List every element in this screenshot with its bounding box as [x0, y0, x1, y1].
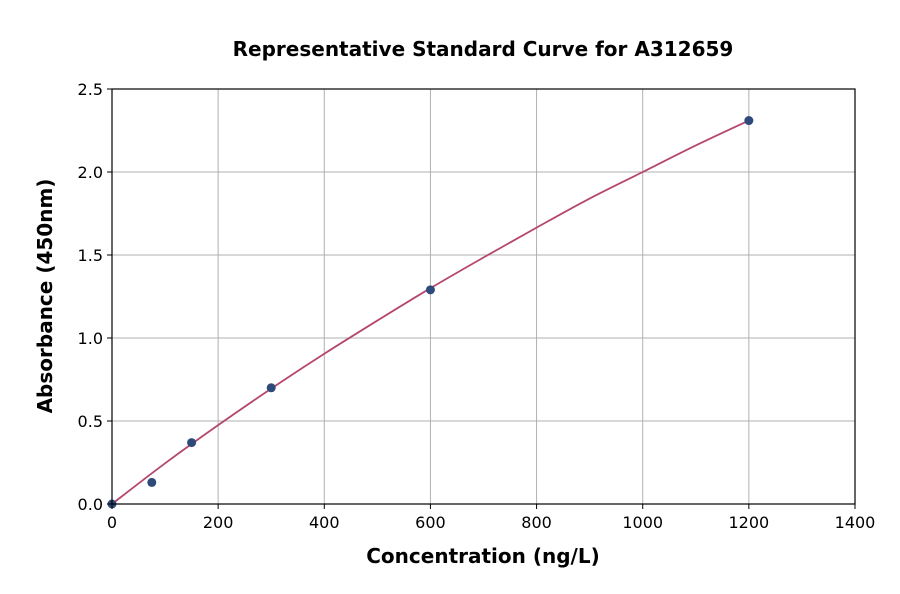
y-tick-label: 2.5 [78, 80, 103, 99]
data-points-group [107, 116, 754, 509]
y-tick-label: 1.5 [78, 246, 103, 265]
grid-lines [111, 88, 856, 505]
x-tick-label: 1200 [728, 513, 769, 532]
x-tick-label: 1400 [835, 513, 876, 532]
chart-title: Representative Standard Curve for A31265… [233, 37, 734, 61]
x-tick-label: 800 [521, 513, 552, 532]
data-point [266, 383, 276, 393]
x-tick-label: 600 [415, 513, 446, 532]
x-axis-label: Concentration (ng/L) [366, 544, 599, 568]
x-tick-label: 0 [107, 513, 117, 532]
y-tick-label: 0.0 [78, 495, 103, 514]
data-point [425, 285, 435, 295]
y-tick-label: 1.0 [78, 329, 103, 348]
data-point [147, 477, 157, 487]
y-axis-ticks: 0.0 0.5 1.0 1.5 2.0 2.5 [78, 80, 112, 514]
x-tick-label: 400 [309, 513, 340, 532]
y-tick-label: 0.5 [78, 412, 103, 431]
x-axis-ticks: 0 200 400 600 800 1000 1200 1400 [107, 504, 875, 532]
y-axis-label: Absorbance (450nm) [33, 179, 57, 414]
x-tick-label: 200 [203, 513, 234, 532]
x-tick-label: 1000 [622, 513, 663, 532]
y-tick-label: 2.0 [78, 163, 103, 182]
data-point [187, 438, 197, 448]
data-point [744, 116, 754, 126]
plot-frame [111, 88, 856, 505]
